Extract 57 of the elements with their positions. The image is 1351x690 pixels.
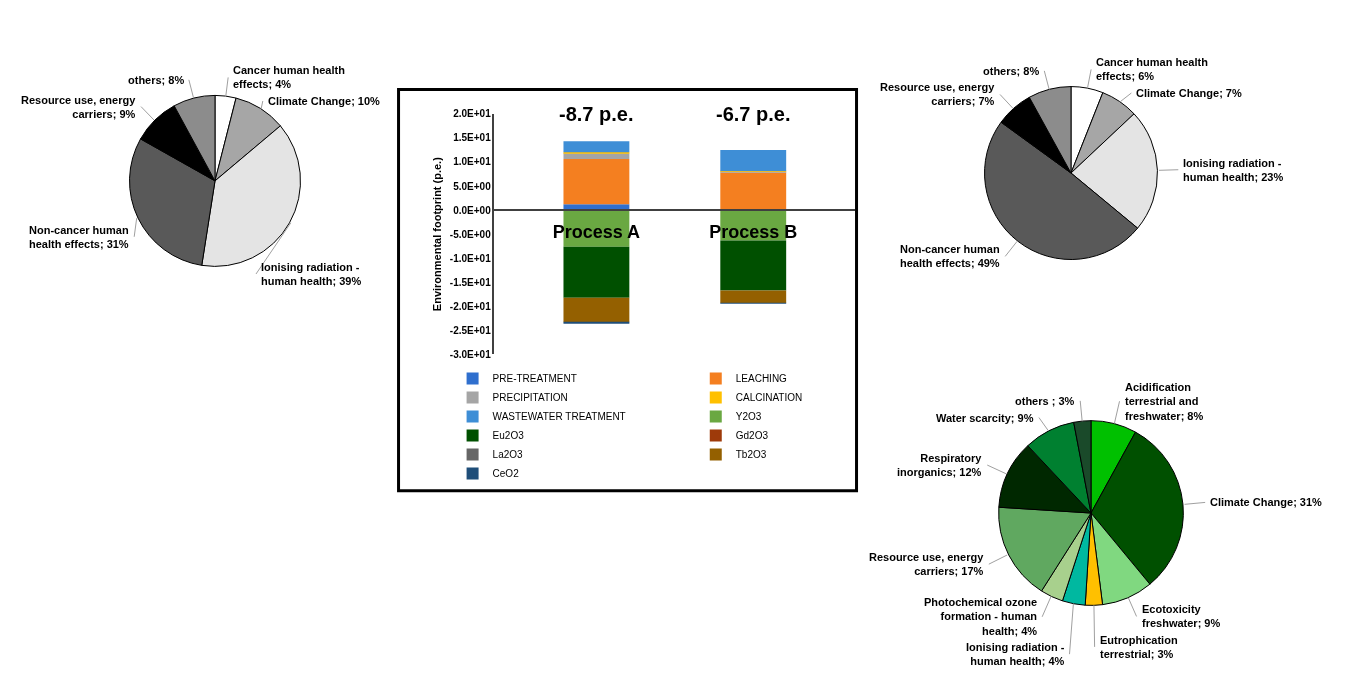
slice-label: Climate Change; 10%: [268, 95, 381, 107]
bar: [720, 290, 787, 303]
y-tick-label: -3.0E+01: [449, 348, 492, 360]
legend-label: CeO2: [492, 468, 520, 480]
slice-label: Ecotoxicity freshwater; 9%: [1142, 603, 1221, 630]
slice-label: Resource use, energy carriers; 9%: [21, 94, 137, 121]
legend-label: PRE-TREATMENT: [492, 373, 577, 385]
slice-label: Resource use, energy carriers; 7%: [880, 81, 996, 108]
y-axis-title: Environmental footprint (p.e.): [430, 156, 443, 312]
y-tick-label: -2.5E+01: [449, 324, 492, 336]
slice-label: Climate Change; 31%: [1210, 496, 1323, 508]
bar: [563, 141, 630, 153]
legend-label: LEACHING: [735, 373, 788, 385]
legend-label: Eu2O3: [492, 430, 525, 442]
bar: [563, 159, 630, 205]
slice-label: others; 8%: [983, 65, 1040, 77]
bar: [563, 321, 630, 324]
slice-label: Cancer human health effects; 4%: [233, 64, 346, 91]
legend-label: Tb2O3: [735, 449, 767, 461]
annotation: -6.7 p.e.: [716, 103, 791, 125]
slice-label: Water scarcity; 9%: [936, 412, 1034, 424]
legend-label: WASTEWATER TREATMENT: [492, 411, 626, 423]
slice-label: Acidification terrestrial and freshwater; 8%: [1125, 381, 1204, 422]
bar: [720, 149, 787, 172]
legend-label: La2O3: [492, 449, 524, 461]
y-tick-label: -1.5E+01: [449, 276, 492, 288]
bar: [563, 246, 630, 298]
slice-label: Photochemical ozone formation - human health; 4%: [924, 596, 1038, 637]
slice-label: Climate Change; 7%: [1136, 87, 1242, 99]
y-tick-label: 1.5E+01: [453, 132, 492, 144]
legend-label: Gd2O3: [735, 430, 769, 442]
legend-label: CALCINATION: [735, 392, 803, 404]
slice-label: Cancer human health effects; 6%: [1096, 56, 1209, 83]
slice-label: others ; 3%: [1015, 395, 1075, 407]
bar: [563, 151, 630, 154]
y-tick-label: -1.0E+01: [449, 252, 492, 264]
y-tick-label: -5.0E+00: [449, 228, 492, 240]
y-tick-label: 2.0E+01: [453, 108, 492, 120]
slice-label: Eutrophication terrestrial; 3%: [1100, 634, 1178, 661]
slice-label: others; 8%: [128, 74, 185, 86]
slice-label: Resource use, energy carriers; 17%: [869, 551, 985, 578]
legend-label: PRECIPITATION: [492, 392, 568, 404]
y-tick-label: -2.0E+01: [449, 300, 492, 312]
legend-label: Y2O3: [735, 411, 762, 423]
slice-label: Ionising radiation - human health; 4%: [966, 641, 1065, 668]
slice-label: Non-cancer human health effects; 31%: [29, 224, 129, 251]
y-tick-label: 0.0E+00: [453, 204, 492, 216]
annotation: -8.7 p.e.: [559, 103, 634, 125]
y-tick-label: 1.0E+01: [453, 156, 492, 168]
bar: [563, 297, 630, 323]
slice-label: Respiratory inorganics; 12%: [897, 452, 983, 479]
slice-label: Ionising radiation - human health; 39%: [261, 261, 362, 288]
slice-label: Ionising radiation - human health; 23%: [1183, 157, 1284, 184]
bar: [720, 240, 787, 291]
y-tick-label: 5.0E+00: [453, 180, 492, 192]
slice-label: Non-cancer human health effects; 49%: [900, 243, 1000, 270]
bar: [720, 172, 787, 211]
